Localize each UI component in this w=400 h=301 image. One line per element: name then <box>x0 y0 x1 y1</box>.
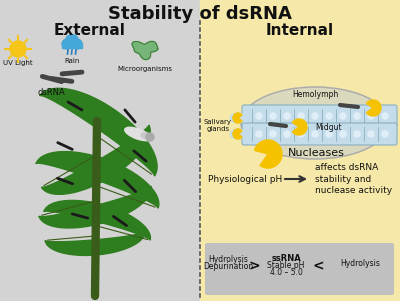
Bar <box>62 43 82 48</box>
Circle shape <box>382 113 388 119</box>
Text: Midgut: Midgut <box>315 123 342 132</box>
Circle shape <box>298 113 304 119</box>
Circle shape <box>66 35 78 48</box>
Circle shape <box>270 113 276 119</box>
Bar <box>200 0 400 301</box>
Circle shape <box>10 41 26 57</box>
Circle shape <box>354 131 360 138</box>
Text: Stable pH: Stable pH <box>267 261 305 270</box>
Polygon shape <box>41 125 150 194</box>
Polygon shape <box>45 232 145 256</box>
Circle shape <box>270 131 276 138</box>
Text: Depurination: Depurination <box>203 262 253 271</box>
Text: ssRNA: ssRNA <box>271 254 301 263</box>
FancyBboxPatch shape <box>242 123 397 145</box>
Circle shape <box>146 133 154 141</box>
Text: Nucleases: Nucleases <box>288 148 345 158</box>
FancyBboxPatch shape <box>205 243 394 295</box>
Wedge shape <box>254 140 282 168</box>
Text: Internal: Internal <box>266 23 334 38</box>
Circle shape <box>256 113 262 119</box>
Text: affects dsRNA
stability and
nuclease activity: affects dsRNA stability and nuclease act… <box>315 163 392 195</box>
Circle shape <box>298 131 304 138</box>
Ellipse shape <box>125 127 151 141</box>
Bar <box>0 0 200 301</box>
Circle shape <box>312 131 318 138</box>
Text: dsRNA: dsRNA <box>38 88 66 97</box>
Wedge shape <box>233 129 242 139</box>
Wedge shape <box>292 119 307 135</box>
Circle shape <box>326 131 332 138</box>
Circle shape <box>340 113 346 119</box>
Circle shape <box>368 113 374 119</box>
Circle shape <box>72 39 82 49</box>
Ellipse shape <box>230 113 246 123</box>
Text: Rain: Rain <box>64 58 80 64</box>
Circle shape <box>340 131 346 138</box>
Polygon shape <box>44 200 150 240</box>
Text: Salivary
glands: Salivary glands <box>204 119 232 132</box>
Circle shape <box>62 39 72 49</box>
Circle shape <box>354 113 360 119</box>
Circle shape <box>368 131 374 138</box>
Polygon shape <box>132 41 158 60</box>
Text: <: < <box>312 259 324 273</box>
Polygon shape <box>36 152 159 208</box>
Text: UV Light: UV Light <box>3 60 33 66</box>
FancyBboxPatch shape <box>242 105 397 127</box>
Text: Microorganisms: Microorganisms <box>118 66 172 72</box>
Polygon shape <box>40 88 157 176</box>
Text: External: External <box>54 23 126 38</box>
Text: Hemolymph: Hemolymph <box>292 90 338 99</box>
Circle shape <box>326 113 332 119</box>
Text: >: > <box>248 259 260 273</box>
Wedge shape <box>366 100 381 116</box>
Text: Hydrolysis: Hydrolysis <box>208 255 248 264</box>
Text: 4.0 – 5.0: 4.0 – 5.0 <box>270 268 302 277</box>
Circle shape <box>256 131 262 138</box>
Circle shape <box>284 113 290 119</box>
Circle shape <box>312 113 318 119</box>
Ellipse shape <box>141 133 151 139</box>
Circle shape <box>284 131 290 138</box>
Text: Physiological pH: Physiological pH <box>208 175 282 184</box>
Ellipse shape <box>230 129 246 139</box>
Text: Stability of dsRNA: Stability of dsRNA <box>108 5 292 23</box>
Wedge shape <box>233 113 242 123</box>
Text: Hydrolysis: Hydrolysis <box>340 259 380 268</box>
Ellipse shape <box>241 87 389 159</box>
Polygon shape <box>39 186 151 228</box>
Circle shape <box>382 131 388 138</box>
